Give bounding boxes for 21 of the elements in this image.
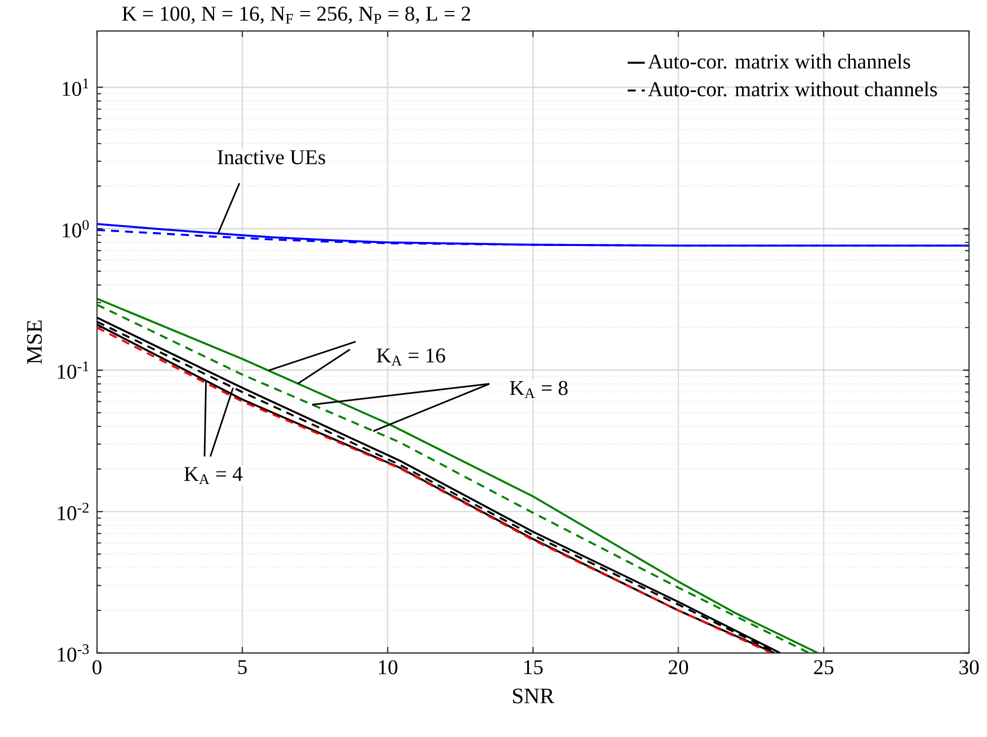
annotation: Inactive UEs: [218, 150, 326, 164]
y-tick-label: 10$^{0}$: [62, 220, 89, 238]
x-tick-label: 25: [814, 660, 834, 674]
annotation: K$_{A}$ = 8: [510, 380, 568, 398]
chart-title: K = 100, N = 16, N$_{F}$ = 256, N$_{P}$ = 8, L = 2: [122, 6, 470, 24]
x-tick-label: 5: [238, 660, 247, 674]
x-tick-label: 15: [524, 660, 543, 674]
legend-label: Auto-cor. matrix without channels: [648, 82, 937, 96]
annotation: K$_{A}$ = 16: [376, 348, 446, 366]
x-tick-label: 10: [379, 660, 398, 674]
y-tick-label: 10$^{-1}$: [58, 361, 88, 379]
y-tick-label: 10$^{-3}$: [58, 644, 89, 662]
legend-label: Auto-cor. matrix with channels: [648, 54, 910, 69]
annotation: K$_{A}$ = 4: [184, 467, 242, 484]
y-axis-title: MSE: [27, 320, 42, 364]
y-tick-label: 10$^{1}$: [62, 78, 88, 96]
x-tick-label: 30: [960, 660, 979, 674]
y-tick-label: 10$^{-2}$: [58, 502, 88, 520]
x-tick-label: 20: [668, 660, 688, 674]
x-tick-label: 0: [92, 660, 102, 674]
x-axis-title: SNR: [513, 688, 554, 704]
